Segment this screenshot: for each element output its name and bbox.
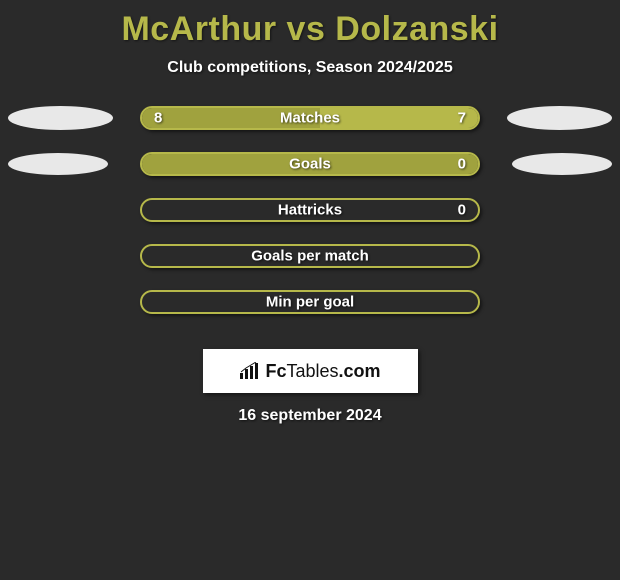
stat-row-hattricks: 0Hattricks [0,187,620,233]
right-value: 0 [458,156,466,173]
chart-icon [239,362,261,380]
logo-part2: Tables [286,361,338,381]
stat-label: Hattricks [142,202,478,219]
bar-track: 87Matches [140,106,480,130]
comparison-rows: 87Matches0Goals0HattricksGoals per match… [0,95,620,335]
player-left-marker [8,153,108,175]
player-right-marker [507,106,612,130]
player-right-marker [512,153,612,175]
page-title: McArthur vs Dolzanski [0,0,620,53]
player-left-marker [8,106,113,130]
left-value: 8 [154,110,162,127]
bar-track: Min per goal [140,290,480,314]
logo-part1: Fc [265,361,286,381]
date-line: 16 september 2024 [0,393,620,425]
logo-suffix: .com [339,361,381,381]
stat-row-goals-per-match: Goals per match [0,233,620,279]
bar-track: Goals per match [140,244,480,268]
bar-fill-left [142,108,320,128]
stat-row-min-per-goal: Min per goal [0,279,620,325]
right-value: 0 [458,202,466,219]
stat-row-goals: 0Goals [0,141,620,187]
stat-label: Goals per match [142,248,478,265]
fctables-logo: FcTables.com [203,349,418,393]
bar-track: 0Hattricks [140,198,480,222]
stat-row-matches: 87Matches [0,95,620,141]
right-value: 7 [458,110,466,127]
stat-label: Min per goal [142,294,478,311]
subtitle: Club competitions, Season 2024/2025 [0,53,620,95]
bar-fill-right [320,108,478,128]
bar-fill-left [142,154,478,174]
bar-track: 0Goals [140,152,480,176]
